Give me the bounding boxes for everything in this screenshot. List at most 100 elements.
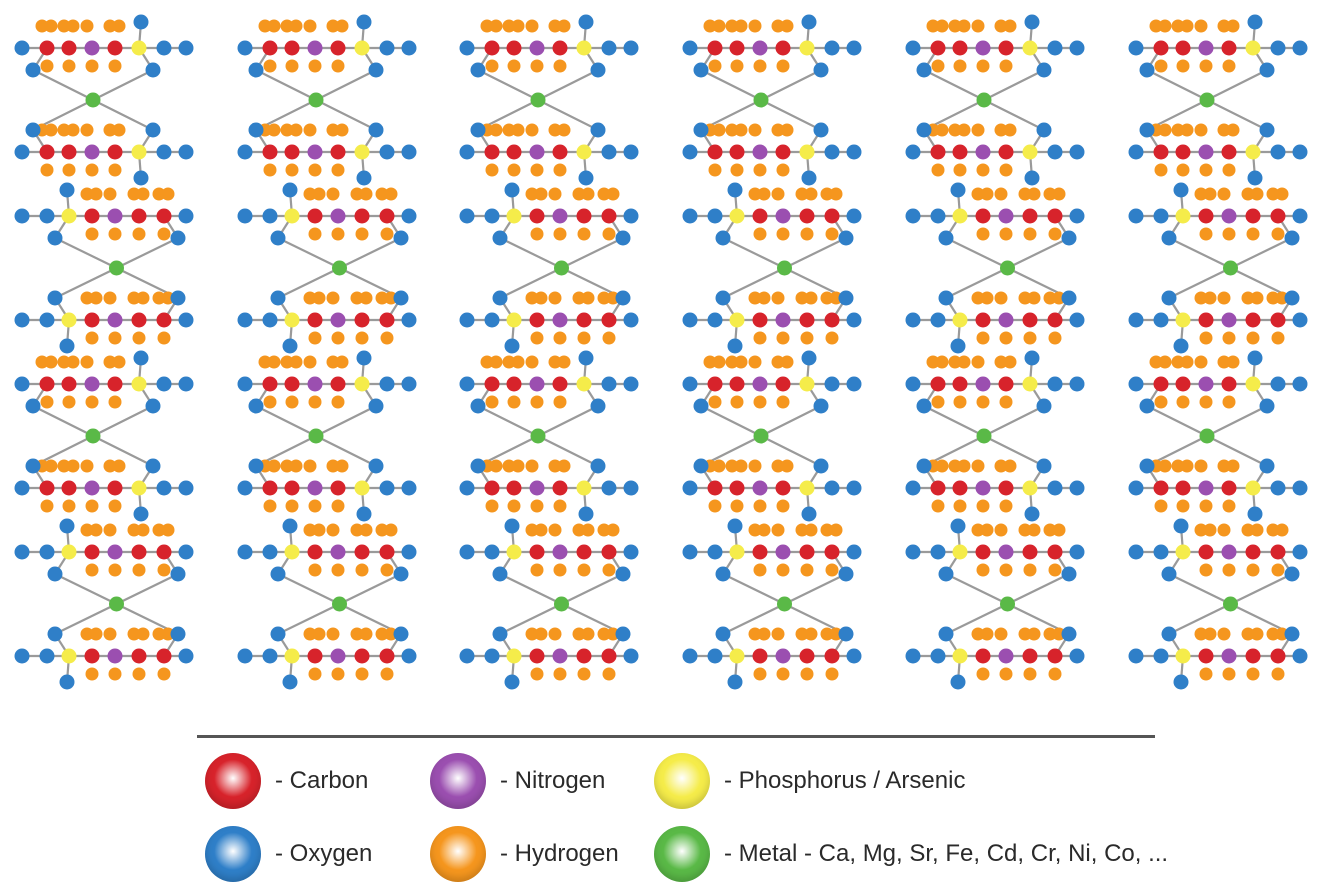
bond	[54, 603, 117, 635]
oxygen-atom	[824, 40, 840, 56]
bond	[315, 69, 377, 101]
hydrogen-atom	[127, 291, 141, 305]
hydrogen-atom	[1217, 523, 1231, 537]
hydrogen-atom	[935, 123, 949, 137]
carbon-atom	[930, 480, 946, 496]
oxygen-atom	[1069, 144, 1085, 160]
hydrogen-atom	[289, 19, 303, 33]
hydrogen-atom	[1275, 187, 1289, 201]
hydrogen-atom	[502, 19, 516, 33]
phosphorus-atom	[1175, 208, 1191, 224]
hydrogen-atom	[748, 19, 762, 33]
oxygen-atom	[846, 648, 862, 664]
oxygen-atom	[459, 648, 475, 664]
hydrogen-atom	[44, 19, 58, 33]
phosphorus-atom	[284, 544, 300, 560]
carbon-atom	[824, 544, 840, 560]
oxygen-atom	[484, 208, 500, 224]
hydrogen-atom	[530, 163, 544, 177]
oxygen-atom	[1139, 458, 1155, 474]
bond	[760, 435, 822, 467]
hydrogen-atom	[1203, 291, 1217, 305]
hydrogen-atom	[161, 523, 175, 537]
crystal-lattice-diagram	[14, 14, 1308, 690]
hydrogen-atom	[548, 123, 562, 137]
oxygen-atom	[14, 40, 30, 56]
hydrogen-atom	[62, 499, 76, 513]
oxygen-atom	[262, 312, 278, 328]
metal-atom	[777, 260, 792, 276]
carbon-atom	[1022, 544, 1038, 560]
hydrogen-atom	[771, 355, 785, 369]
bond	[561, 237, 624, 269]
hydrogen-atom	[359, 187, 373, 201]
oxygen-atom	[1024, 14, 1040, 30]
hydrogen-atom	[1003, 355, 1017, 369]
hydrogen-atom	[258, 355, 272, 369]
nitrogen-atom	[552, 208, 568, 224]
hydrogen-atom	[795, 523, 809, 537]
carbon-atom	[552, 376, 568, 392]
hydrogen-atom	[308, 59, 322, 73]
hydrogen-atom	[326, 123, 340, 137]
oxygen-atom	[25, 62, 41, 78]
hydrogen-atom	[1048, 331, 1062, 345]
hydrogen-atom	[602, 227, 616, 241]
hydrogen-atom	[1199, 499, 1213, 513]
phosphorus-atom	[506, 544, 522, 560]
metal-atom	[976, 92, 992, 108]
phosphorus-atom	[1175, 544, 1191, 560]
bond	[537, 405, 599, 437]
carbon-atom	[1221, 480, 1237, 496]
hydrogen-atom	[999, 227, 1013, 241]
oxygen-atom	[1069, 544, 1085, 560]
hydrogen-atom	[1158, 123, 1172, 137]
carbon-atom	[354, 312, 370, 328]
oxygen-atom	[1270, 144, 1286, 160]
hydrogen-atom	[525, 627, 539, 641]
hydrogen-atom	[753, 499, 767, 513]
hydrogen-atom	[263, 395, 277, 409]
carbon-atom	[930, 40, 946, 56]
bond	[477, 69, 539, 101]
hydrogen-atom	[331, 499, 345, 513]
hydrogen-atom	[132, 331, 146, 345]
hydrogen-atom	[957, 459, 971, 473]
phosphorus-atom	[284, 648, 300, 664]
hydrogen-atom	[136, 187, 150, 201]
oxygen-atom	[1161, 290, 1177, 306]
hydrogen-atom	[157, 667, 171, 681]
hydrogen-atom	[530, 667, 544, 681]
oxygen-atom	[459, 376, 475, 392]
hydrogen-atom	[511, 355, 525, 369]
hydrogen-atom	[800, 331, 814, 345]
carbon-atom	[506, 144, 522, 160]
bond	[923, 405, 985, 437]
hydrogen-atom	[289, 123, 303, 137]
bond	[537, 435, 599, 467]
bond	[32, 69, 94, 101]
carbon-atom	[107, 480, 123, 496]
phosphorus-atom	[576, 376, 592, 392]
phosphorus-atom	[799, 144, 815, 160]
hydrogen-atom	[1222, 563, 1236, 577]
carbon-atom	[775, 40, 791, 56]
bond	[255, 69, 317, 101]
oxygen-atom	[393, 566, 409, 582]
hydrogen-atom	[926, 355, 940, 369]
bond	[945, 573, 1008, 605]
hydrogen-atom	[1250, 627, 1264, 641]
phosphorus-atom	[1175, 648, 1191, 664]
hydrogen-atom	[804, 627, 818, 641]
hydrogen-atom	[384, 523, 398, 537]
hydrogen-atom	[112, 19, 126, 33]
hydrogen-atom	[795, 291, 809, 305]
hydrogen-atom	[530, 563, 544, 577]
bond	[54, 573, 117, 605]
carbon-atom	[84, 208, 100, 224]
hydrogen-atom	[577, 667, 591, 681]
hydrogen-atom	[66, 19, 80, 33]
oxygen-atom	[601, 144, 617, 160]
nitrogen-atom	[752, 376, 768, 392]
oxygen-atom	[693, 122, 709, 138]
